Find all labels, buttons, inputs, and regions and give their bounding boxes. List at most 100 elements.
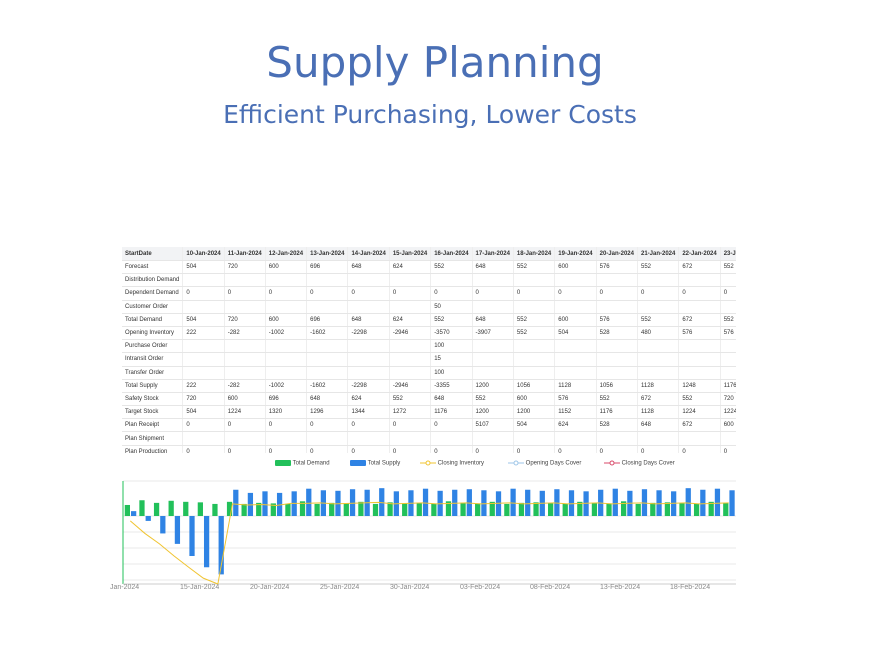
table-cell[interactable]: 504 xyxy=(182,405,225,420)
table-cell[interactable]: 0 xyxy=(513,445,556,453)
table-cell[interactable]: 0 xyxy=(430,286,473,301)
table-cell[interactable]: 0 xyxy=(637,286,680,301)
table-cell[interactable]: 552 xyxy=(389,392,432,407)
column-header-date[interactable]: 12-Jan-2024 xyxy=(265,247,308,261)
table-cell[interactable] xyxy=(182,352,225,367)
table-cell[interactable] xyxy=(554,339,597,354)
table-cell[interactable] xyxy=(596,273,638,288)
legend-total-supply[interactable]: Total Supply xyxy=(350,460,400,467)
table-cell[interactable]: 15 xyxy=(430,352,473,367)
table-cell[interactable]: 552 xyxy=(637,313,680,327)
table-cell[interactable]: 0 xyxy=(554,445,597,453)
table-cell[interactable] xyxy=(224,273,266,288)
table-cell[interactable] xyxy=(389,273,432,288)
legend-opening-days-cover[interactable]: Opening Days Cover xyxy=(508,460,581,467)
table-cell[interactable] xyxy=(472,352,514,367)
legend-closing-days-cover[interactable]: Closing Days Cover xyxy=(604,460,675,467)
column-header-date[interactable]: 23-Jan-2024 xyxy=(720,247,736,261)
table-cell[interactable] xyxy=(513,431,556,446)
table-cell[interactable]: 1200 xyxy=(513,405,556,420)
table-cell[interactable]: 1224 xyxy=(224,405,266,420)
column-header-date[interactable]: 10-Jan-2024 xyxy=(182,247,225,261)
table-cell[interactable]: 0 xyxy=(389,445,432,453)
table-cell[interactable] xyxy=(720,352,736,367)
table-cell[interactable]: 0 xyxy=(182,286,225,301)
table-cell[interactable] xyxy=(306,300,349,314)
table-cell[interactable] xyxy=(224,352,266,367)
table-cell[interactable]: 1056 xyxy=(596,379,638,393)
table-cell[interactable]: 0 xyxy=(306,445,349,453)
table-cell[interactable]: 600 xyxy=(720,418,736,433)
table-cell[interactable] xyxy=(389,339,432,354)
table-cell[interactable]: -3907 xyxy=(472,326,514,341)
column-header-date[interactable]: 19-Jan-2024 xyxy=(554,247,597,261)
table-cell[interactable] xyxy=(265,300,308,314)
table-cell[interactable]: 0 xyxy=(430,445,473,453)
table-cell[interactable]: 672 xyxy=(637,392,680,407)
table-cell[interactable]: 222 xyxy=(182,379,225,393)
table-cell[interactable]: 1056 xyxy=(513,379,556,393)
table-cell[interactable] xyxy=(720,300,736,314)
table-cell[interactable]: 0 xyxy=(596,286,638,301)
table-cell[interactable]: 648 xyxy=(347,313,390,327)
table-cell[interactable] xyxy=(182,339,225,354)
table-cell[interactable]: 0 xyxy=(720,286,736,301)
table-cell[interactable] xyxy=(389,352,432,367)
table-cell[interactable] xyxy=(678,273,721,288)
table-cell[interactable] xyxy=(720,366,736,380)
table-cell[interactable] xyxy=(678,352,721,367)
table-cell[interactable]: 0 xyxy=(554,286,597,301)
table-cell[interactable]: 1320 xyxy=(265,405,308,420)
column-header-date[interactable]: 14-Jan-2024 xyxy=(347,247,390,261)
table-cell[interactable] xyxy=(224,366,266,380)
table-cell[interactable] xyxy=(472,431,514,446)
table-cell[interactable]: 552 xyxy=(720,260,736,275)
table-cell[interactable]: 1224 xyxy=(720,405,736,420)
table-cell[interactable]: 480 xyxy=(637,326,680,341)
table-cell[interactable]: 0 xyxy=(265,418,308,433)
table-cell[interactable] xyxy=(347,366,390,380)
table-cell[interactable]: -3355 xyxy=(430,379,473,393)
table-cell[interactable]: -1002 xyxy=(265,379,308,393)
table-cell[interactable]: -2946 xyxy=(389,379,432,393)
table-cell[interactable]: 696 xyxy=(306,313,349,327)
column-header-date[interactable]: 16-Jan-2024 xyxy=(430,247,473,261)
table-cell[interactable] xyxy=(182,273,225,288)
table-cell[interactable]: 600 xyxy=(265,313,308,327)
table-cell[interactable]: -1002 xyxy=(265,326,308,341)
column-header-date[interactable]: 18-Jan-2024 xyxy=(513,247,556,261)
column-header-date[interactable]: 11-Jan-2024 xyxy=(224,247,266,261)
table-cell[interactable] xyxy=(430,431,473,446)
table-cell[interactable] xyxy=(430,273,473,288)
table-cell[interactable]: 1128 xyxy=(637,405,680,420)
table-cell[interactable]: 100 xyxy=(430,339,473,354)
table-cell[interactable]: 672 xyxy=(678,418,721,433)
table-cell[interactable]: 528 xyxy=(596,418,638,433)
table-cell[interactable] xyxy=(224,431,266,446)
table-cell[interactable]: 0 xyxy=(224,286,266,301)
table-cell[interactable]: 1176 xyxy=(720,379,736,393)
table-cell[interactable]: 1200 xyxy=(472,379,514,393)
column-header-date[interactable]: 21-Jan-2024 xyxy=(637,247,680,261)
table-cell[interactable]: 1176 xyxy=(596,405,638,420)
table-cell[interactable]: 552 xyxy=(513,260,556,275)
table-cell[interactable]: -2298 xyxy=(347,326,390,341)
table-cell[interactable]: 720 xyxy=(720,392,736,407)
table-cell[interactable]: 504 xyxy=(554,326,597,341)
table-cell[interactable]: 624 xyxy=(554,418,597,433)
table-cell[interactable] xyxy=(306,352,349,367)
table-cell[interactable]: 0 xyxy=(389,286,432,301)
table-cell[interactable]: 222 xyxy=(182,326,225,341)
table-cell[interactable]: 0 xyxy=(472,445,514,453)
table-cell[interactable]: 0 xyxy=(265,286,308,301)
table-cell[interactable] xyxy=(596,339,638,354)
table-cell[interactable]: 1200 xyxy=(472,405,514,420)
table-cell[interactable]: 600 xyxy=(513,392,556,407)
table-cell[interactable] xyxy=(265,431,308,446)
table-cell[interactable] xyxy=(347,339,390,354)
table-cell[interactable]: 624 xyxy=(389,313,432,327)
table-cell[interactable]: 720 xyxy=(224,260,266,275)
table-cell[interactable]: 552 xyxy=(720,313,736,327)
table-cell[interactable]: 648 xyxy=(306,392,349,407)
table-cell[interactable] xyxy=(554,431,597,446)
